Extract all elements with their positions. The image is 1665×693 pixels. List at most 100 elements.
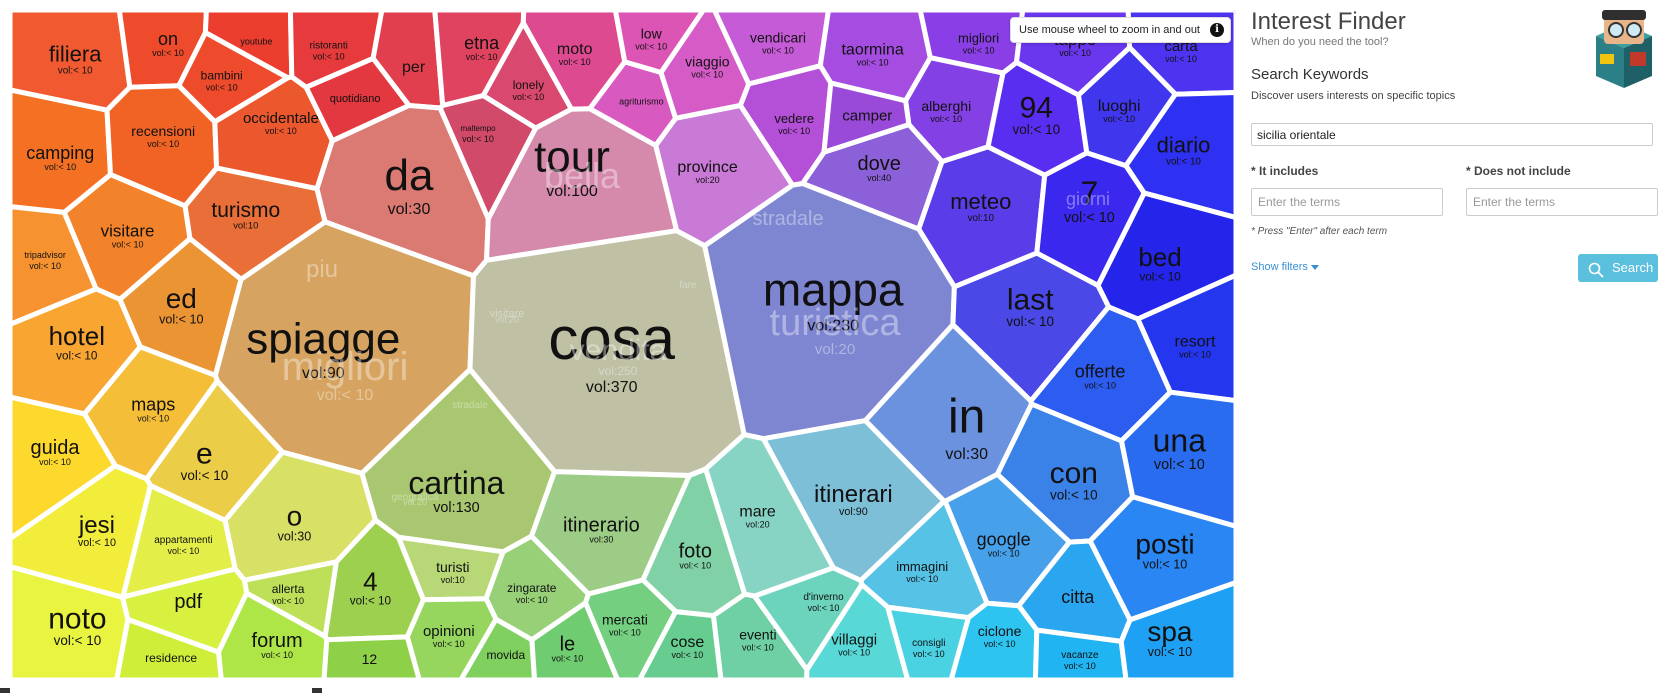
cell-keyword: camper [842, 107, 892, 124]
zoom-tooltip: Use mouse wheel to zoom in and out i [1010, 17, 1231, 43]
cell-keyword: ed [166, 283, 197, 314]
cell-spa[interactable] [1118, 580, 1236, 681]
cell-una[interactable] [1119, 389, 1237, 529]
cell-keyword: una [1153, 422, 1207, 458]
cell-keyword: o [287, 500, 303, 531]
cell-keyword: dove [858, 153, 901, 175]
cell-residence[interactable] [114, 617, 224, 681]
cell-keyword: spiagge [246, 315, 400, 364]
cell-volume: vol:< 10 [58, 66, 93, 77]
cell-keyword: consigli [912, 638, 945, 649]
cell-volume: vol:< 10 [462, 134, 494, 144]
cell-keyword: mappa [763, 263, 904, 315]
search-button-label: Search [1612, 260, 1654, 275]
cell-volume: vol:< 10 [672, 650, 704, 660]
keyword-voronoi-map[interactable]: filiera vol:< 10 on vol:< 10 youtube ristoran… [0, 0, 1240, 693]
cell-volume: vol:< 10 [44, 162, 76, 172]
cell-volume: vol:< 10 [350, 595, 392, 608]
includes-input[interactable] [1251, 188, 1443, 216]
excludes-label: * Does not include [1466, 164, 1571, 178]
cell-keyword: etna [464, 33, 500, 53]
cell-volume: vol:< 10 [29, 261, 61, 271]
nested-keyword: geografica [392, 492, 439, 503]
cell-keyword: 4 [363, 566, 377, 596]
cell-keyword: 7 [1081, 175, 1099, 211]
cell-volume: vol:< 10 [691, 70, 723, 80]
cell-volume: vol:90 [839, 506, 868, 518]
cell-keyword: 12 [362, 651, 378, 667]
cell-keyword: forum [252, 630, 303, 652]
cell-keyword: vacanze [1061, 650, 1099, 661]
cell-volume: vol:< 10 [808, 603, 840, 613]
cell-volume: vol:< 10 [984, 639, 1016, 649]
cell-volume: vol:< 10 [206, 83, 238, 93]
cell-volume: vol:< 10 [112, 240, 144, 250]
cell-volume: vol:40 [867, 173, 891, 183]
excludes-input[interactable] [1466, 188, 1658, 216]
cell-le[interactable] [529, 600, 621, 680]
info-icon[interactable]: i [1210, 23, 1224, 37]
cell-12[interactable] [321, 634, 422, 680]
cell-volume: vol:< 10 [552, 654, 584, 664]
cell-keyword: residence [145, 651, 197, 665]
cell-volume: vol:< 10 [1166, 157, 1201, 168]
caret-down-icon [1310, 264, 1319, 270]
enter-hint: * Press "Enter" after each term [1251, 226, 1388, 237]
cell-volume: vol:< 10 [466, 52, 498, 62]
cell-keyword: 94 [1020, 92, 1053, 125]
cell-volume: vol:< 10 [181, 468, 229, 483]
cell-volume: vol:< 10 [516, 595, 548, 605]
cell-cose[interactable] [637, 609, 724, 680]
zoom-tooltip-text: Use mouse wheel to zoom in and out [1019, 24, 1200, 36]
cell-volume: vol:< 10 [261, 650, 293, 660]
cell-keyword: citta [1061, 587, 1095, 607]
cell-volume: vol:< 10 [1179, 350, 1211, 360]
show-filters-link[interactable]: Show filters [1251, 261, 1319, 273]
cell-volume: vol:< 10 [635, 42, 667, 52]
cell-volume: vol:< 10 [265, 126, 297, 136]
cell-keyword: low [641, 26, 663, 42]
cell-keyword: migliori [958, 31, 999, 46]
cell-volume: vol:< 10 [679, 561, 711, 571]
keyword-input[interactable] [1251, 123, 1653, 146]
section-description: Discover users interests on specific top… [1251, 90, 1456, 102]
cell-keyword: alberghi [921, 98, 971, 114]
cell-volume: vol:20 [746, 520, 770, 530]
nested-volume: vol:< 10 [317, 387, 374, 404]
search-button[interactable]: Search [1578, 254, 1658, 282]
nested-volume: vol:20 [403, 497, 427, 507]
cell-volume: vol:< 10 [272, 596, 304, 606]
nested-keyword: visitare [490, 308, 525, 320]
nested-keyword: piu [306, 256, 338, 283]
cell-volume: vol:< 10 [609, 628, 641, 638]
cell-keyword: last [1007, 284, 1054, 317]
cell-keyword: itinerario [563, 515, 640, 537]
cell-keyword: vendicari [750, 29, 806, 45]
cell-keyword: youtube [240, 37, 272, 47]
cell-volume: vol:< 10 [433, 639, 465, 649]
cell-keyword: da [385, 151, 434, 200]
cell-tour[interactable] [484, 106, 680, 263]
cell-volume: vol:< 10 [913, 649, 945, 659]
cell-volume: vol:< 10 [742, 642, 774, 652]
cell-keyword: recensioni [131, 123, 195, 139]
cell-volume: vol:30 [388, 201, 431, 218]
cell-keyword: per [402, 59, 426, 76]
cell-keyword: camping [26, 143, 94, 163]
cell-keyword: maltempo [460, 124, 496, 133]
cell-keyword: offerte [1075, 361, 1126, 381]
cell-volume: vol:< 10 [168, 546, 200, 556]
cell-keyword: mare [739, 504, 776, 521]
cell-volume: vol:< 10 [1154, 457, 1205, 473]
cell-keyword: on [158, 29, 178, 49]
nested-keyword: vendita [570, 334, 667, 367]
cell-volume: vol:< 10 [762, 45, 794, 55]
cell-keyword: tour [534, 133, 610, 182]
cell-keyword: spa [1147, 616, 1193, 647]
nested-keyword: stradale [752, 208, 823, 230]
cell-volume: vol:< 10 [152, 48, 184, 58]
cell-volume: vol:< 10 [56, 349, 98, 362]
cell-keyword: luoghi [1098, 98, 1141, 115]
cell-keyword: cosa [548, 305, 675, 372]
